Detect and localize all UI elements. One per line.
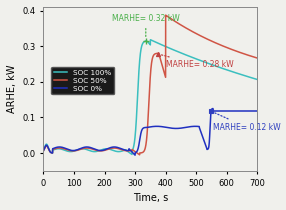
SOC 50% bbox=[256, 57, 259, 59]
Line: SOC 50%: SOC 50% bbox=[43, 15, 257, 155]
SOC 50% bbox=[124, 149, 127, 152]
SOC 100% bbox=[149, 38, 152, 41]
Line: SOC 100%: SOC 100% bbox=[43, 40, 257, 154]
SOC 0% bbox=[66, 148, 69, 151]
SOC 100% bbox=[130, 153, 134, 156]
SOC 0% bbox=[133, 154, 136, 156]
SOC 0% bbox=[229, 110, 232, 112]
Text: MARHE= 0.32 kW: MARHE= 0.32 kW bbox=[112, 14, 180, 38]
SOC 50% bbox=[138, 154, 141, 156]
SOC 50% bbox=[164, 14, 167, 16]
SOC 50% bbox=[79, 148, 82, 151]
SOC 50% bbox=[229, 48, 232, 50]
X-axis label: Time, s: Time, s bbox=[133, 193, 168, 203]
Y-axis label: ARHE, kW: ARHE, kW bbox=[7, 65, 17, 113]
SOC 50% bbox=[42, 150, 45, 152]
SOC 0% bbox=[79, 147, 82, 150]
SOC 100% bbox=[66, 150, 69, 152]
SOC 50% bbox=[133, 150, 136, 153]
Text: MARHE= 0.12 kW: MARHE= 0.12 kW bbox=[213, 112, 281, 132]
SOC 0% bbox=[124, 149, 127, 151]
SOC 0% bbox=[252, 110, 255, 112]
SOC 0% bbox=[211, 107, 215, 110]
SOC 100% bbox=[133, 138, 136, 141]
SOC 100% bbox=[252, 77, 255, 80]
SOC 0% bbox=[256, 110, 259, 112]
SOC 0% bbox=[133, 154, 137, 156]
SOC 0% bbox=[42, 150, 45, 152]
Line: SOC 0%: SOC 0% bbox=[43, 109, 257, 155]
SOC 100% bbox=[42, 149, 45, 152]
Legend: SOC 100%, SOC 50%, SOC 0%: SOC 100%, SOC 50%, SOC 0% bbox=[51, 67, 114, 94]
SOC 100% bbox=[79, 148, 82, 150]
SOC 50% bbox=[252, 56, 255, 58]
Text: MARHE= 0.28 kW: MARHE= 0.28 kW bbox=[161, 55, 233, 69]
SOC 100% bbox=[124, 149, 127, 151]
SOC 100% bbox=[229, 70, 232, 72]
SOC 100% bbox=[256, 78, 259, 81]
SOC 50% bbox=[66, 149, 69, 151]
